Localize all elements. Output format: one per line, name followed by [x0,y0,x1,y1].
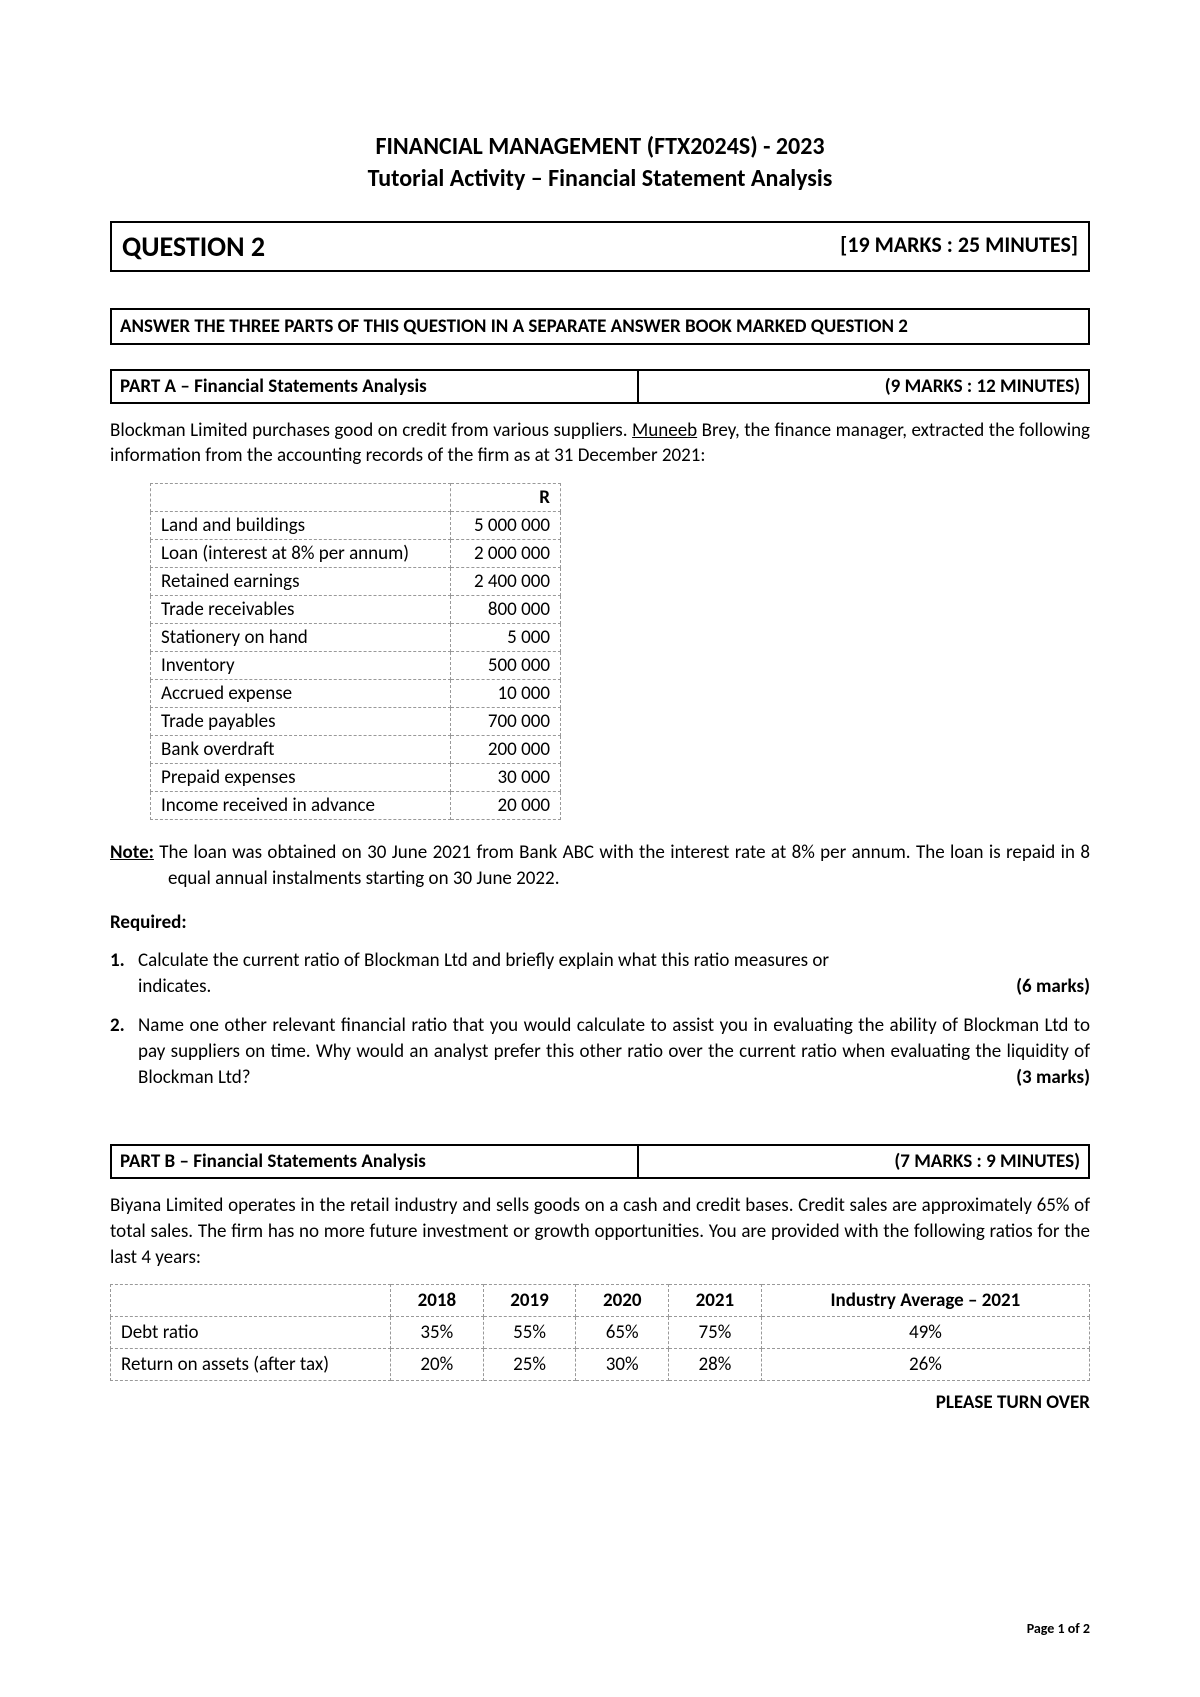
requirement-2: 2. Name one other relevant financial rat… [110,1013,1090,1090]
intro-name: Muneeb [632,419,697,442]
table-row: Return on assets (after tax) 20% 25% 30%… [111,1349,1090,1381]
question-header-box: QUESTION 2 [19 MARKS : 25 MINUTES] [110,221,1090,272]
table-row: Prepaid expenses30 000 [151,763,561,791]
balance-header-blank [151,483,451,511]
question-marks: [19 MARKS : 25 MINUTES] [830,223,1088,270]
part-b-title: PART B – Financial Statements Analysis [112,1146,639,1177]
table-row: Income received in advance20 000 [151,791,561,819]
balance-header-r: R [451,483,561,511]
requirement-1: 1.Calculate the current ratio of Blockma… [110,948,1090,999]
intro-pre: Blockman Limited purchases good on credi… [110,419,632,442]
table-row: Inventory500 000 [151,651,561,679]
note-body: The loan was obtained on 30 June 2021 fr… [154,841,1090,890]
req2-text: Name one other relevant financial ratio … [138,1014,1090,1088]
part-a-title: PART A – Financial Statements Analysis [112,371,639,402]
part-b-header: PART B – Financial Statements Analysis (… [110,1144,1090,1179]
balance-table: R Land and buildings5 000 000 Loan (inte… [150,483,561,820]
table-row: Accrued expense10 000 [151,679,561,707]
part-a-header: PART A – Financial Statements Analysis (… [110,369,1090,404]
table-row: Trade receivables800 000 [151,595,561,623]
tutorial-subtitle: Tutorial Activity – Financial Statement … [110,164,1090,193]
table-row: Loan (interest at 8% per annum)2 000 000 [151,539,561,567]
course-title: FINANCIAL MANAGEMENT (FTX2024S) - 2023 [110,130,1090,164]
table-row: Bank overdraft200 000 [151,735,561,763]
part-a-intro: Blockman Limited purchases good on credi… [110,418,1090,469]
answer-instruction: ANSWER THE THREE PARTS OF THIS QUESTION … [110,308,1090,345]
part-b-intro: Biyana Limited operates in the retail in… [110,1193,1090,1270]
ratios-header-row: 2018 2019 2020 2021 Industry Average – 2… [111,1285,1090,1317]
ratios-table: 2018 2019 2020 2021 Industry Average – 2… [110,1284,1090,1381]
page-number: Page 1 of 2 [1027,1620,1090,1637]
question-label: QUESTION 2 [112,223,275,270]
req2-marks: (3 marks) [1016,1065,1090,1091]
table-row: Land and buildings5 000 000 [151,511,561,539]
required-label: Required: [110,911,1090,934]
note-text: Note: The loan was obtained on 30 June 2… [110,840,1090,891]
table-row: Retained earnings2 400 000 [151,567,561,595]
req2-number: 2. [110,1013,125,1039]
part-b-marks: (7 MARKS : 9 MINUTES) [639,1146,1088,1177]
table-row: Debt ratio 35% 55% 65% 75% 49% [111,1317,1090,1349]
table-row: Trade payables700 000 [151,707,561,735]
table-row: Stationery on hand5 000 [151,623,561,651]
turn-over-text: PLEASE TURN OVER [110,1391,1090,1414]
part-a-marks: (9 MARKS : 12 MINUTES) [639,371,1088,402]
note-label: Note: [110,841,154,864]
